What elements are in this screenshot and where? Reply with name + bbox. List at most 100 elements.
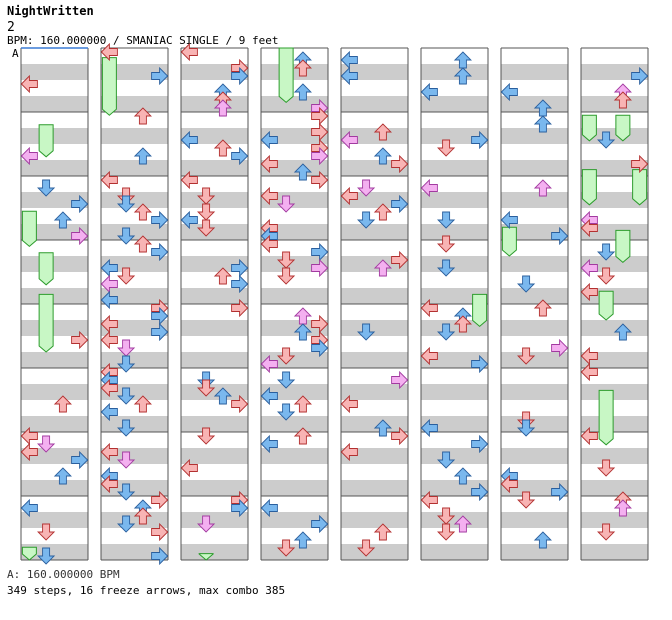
step-arrow	[151, 306, 169, 326]
beat-band	[181, 352, 248, 368]
step-arrow	[20, 442, 38, 462]
step-arrow	[260, 154, 278, 174]
step-arrow	[533, 299, 552, 317]
step-arrow	[117, 387, 136, 405]
step-arrow	[293, 531, 312, 549]
step-arrow	[213, 267, 232, 285]
beat-band	[261, 448, 328, 464]
freeze-arrow	[598, 290, 614, 321]
step-arrow	[551, 482, 569, 502]
step-arrow	[613, 499, 632, 517]
freeze-arrow	[38, 293, 54, 353]
beat-band	[341, 224, 408, 240]
step-arrow	[231, 258, 249, 278]
step-arrow	[517, 275, 536, 293]
step-arrow	[37, 179, 56, 197]
step-arrow	[213, 387, 232, 405]
step-arrow	[100, 258, 118, 278]
beat-band	[341, 544, 408, 560]
beat-band	[181, 448, 248, 464]
beat-band	[101, 224, 168, 240]
step-arrow	[420, 490, 438, 510]
beat-band	[181, 224, 248, 240]
step-arrow	[293, 427, 312, 445]
step-arrow	[597, 459, 616, 477]
beat-band	[181, 416, 248, 432]
step-arrow	[453, 67, 472, 85]
step-arrow	[311, 170, 329, 190]
beat-band	[341, 96, 408, 112]
step-arrow	[53, 395, 72, 413]
step-arrow	[311, 314, 329, 334]
step-arrow	[580, 362, 598, 382]
step-arrow	[517, 491, 536, 509]
step-arrow	[340, 442, 358, 462]
step-arrow	[437, 235, 456, 253]
step-arrow	[117, 515, 136, 533]
step-arrow	[340, 130, 358, 150]
beat-band	[421, 544, 488, 560]
step-arrow	[293, 59, 312, 77]
step-arrow	[180, 170, 198, 190]
step-arrow	[437, 259, 456, 277]
beat-band	[21, 160, 88, 176]
step-arrow	[373, 523, 392, 541]
step-arrow	[357, 539, 376, 557]
step-arrow	[260, 434, 278, 454]
step-arrow	[117, 267, 136, 285]
step-arrow	[71, 450, 89, 470]
step-arrow	[551, 338, 569, 358]
beat-band	[341, 288, 408, 304]
beat-band	[581, 448, 648, 464]
beat-band	[21, 128, 88, 144]
beat-band	[421, 288, 488, 304]
beat-band	[21, 512, 88, 528]
step-arrow	[260, 234, 278, 254]
step-arrow	[580, 218, 598, 238]
beat-band	[501, 512, 568, 528]
beat-band	[101, 512, 168, 528]
step-chart	[20, 42, 649, 566]
step-arrow	[260, 130, 278, 150]
step-arrow	[180, 210, 198, 230]
beat-band	[341, 352, 408, 368]
beat-band	[101, 192, 168, 208]
beat-band	[581, 480, 648, 496]
step-arrow	[277, 539, 296, 557]
step-arrow	[471, 434, 489, 454]
step-arrow	[373, 419, 392, 437]
step-arrow	[437, 507, 456, 525]
beat-band	[101, 96, 168, 112]
freeze-arrow	[615, 229, 631, 264]
step-arrow	[420, 82, 438, 102]
step-arrow	[437, 323, 456, 341]
chart-column	[260, 47, 329, 561]
beat-band	[501, 352, 568, 368]
step-arrow	[197, 379, 216, 397]
song-title: NightWritten	[7, 4, 94, 18]
step-arrow	[357, 179, 376, 197]
step-arrow	[551, 226, 569, 246]
step-arrow	[373, 147, 392, 165]
beat-band	[261, 544, 328, 560]
beat-band	[101, 160, 168, 176]
step-arrow	[597, 131, 616, 149]
step-arrow	[20, 146, 38, 166]
step-arrow	[311, 258, 329, 278]
section-marker: A	[12, 47, 19, 60]
step-arrow	[133, 107, 152, 125]
step-arrow	[357, 211, 376, 229]
beat-band	[21, 352, 88, 368]
step-arrow	[71, 330, 89, 350]
step-arrow	[277, 251, 296, 269]
step-arrow	[373, 203, 392, 221]
beat-band	[421, 64, 488, 80]
beat-band	[581, 544, 648, 560]
beat-band	[341, 384, 408, 400]
step-arrow	[311, 242, 329, 262]
beat-band	[341, 320, 408, 336]
freeze-arrow	[598, 389, 614, 446]
step-arrow	[37, 435, 56, 453]
step-arrow	[631, 66, 649, 86]
step-arrow	[517, 419, 536, 437]
